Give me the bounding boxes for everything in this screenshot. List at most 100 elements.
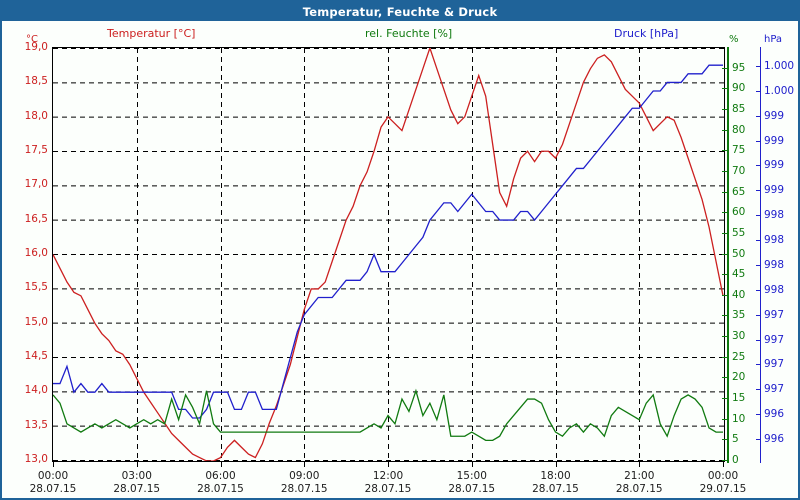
y-axis-right2-unit: hPa: [764, 34, 783, 45]
y-axis-right1-tick: [722, 170, 727, 172]
humidity-axis-line: [727, 47, 729, 463]
x-axis-tick-time: 09:00: [289, 470, 320, 482]
x-axis-tick-label: 00:00 29.07.15: [691, 470, 755, 496]
x-axis-tick-time: 03:00: [121, 470, 152, 482]
y-axis-right2-tick: [756, 66, 761, 67]
y-axis-right1-tick-label: 60: [732, 206, 746, 219]
y-axis-right1-tick: [722, 398, 727, 400]
y-axis-left-tick-label: 16,5: [24, 212, 48, 225]
x-axis-tick-label: 12:00 28.07.15: [356, 470, 420, 496]
y-axis-right2-tick: [756, 264, 761, 266]
y-axis-right1-tick: [722, 212, 727, 214]
y-axis-right1-tick: [722, 88, 727, 90]
y-axis-right1-tick-label: 40: [732, 288, 746, 301]
y-axis-right1-tick: [722, 377, 727, 379]
legend-item-humidity: rel. Feuchte [%]: [365, 27, 452, 40]
y-axis-right1-tick: [722, 67, 727, 69]
x-axis-tick-label: 15:00 28.07.15: [440, 470, 504, 496]
x-axis-tick-time: 00:00: [707, 470, 739, 482]
legend-label-humidity: rel. Feuchte [%]: [365, 27, 453, 40]
x-axis-tick-time: 21:00: [624, 470, 655, 482]
y-axis-right2-tick: [756, 115, 761, 117]
plot-area: [52, 47, 725, 462]
y-axis-right1-tick-label: 70: [732, 164, 746, 177]
x-axis-tick: [304, 462, 306, 467]
y-axis-right2-tick: [756, 190, 761, 192]
y-axis-right2-tick: [756, 289, 761, 291]
y-axis-right1-tick-label: 45: [732, 268, 746, 281]
series-line-pressure: [53, 64, 723, 419]
x-axis-tick-label: 21:00 28.07.15: [607, 470, 671, 496]
y-axis-right2-tick: [756, 389, 761, 391]
y-axis-right2-tick-label: 1.000: [764, 60, 795, 72]
legend-item-pressure: Druck [hPa]: [614, 27, 678, 40]
y-axis-right2-tick: [756, 339, 761, 341]
x-axis-tick-label: 03:00 28.07.15: [105, 470, 169, 496]
y-axis-left-tick-label: 19,0: [24, 41, 48, 53]
x-axis-tick-date: 28.07.15: [615, 483, 663, 495]
plot-svg: [53, 48, 724, 461]
y-axis-right1-tick-label: 95: [732, 61, 746, 74]
x-axis-tick-date: 28.07.15: [29, 483, 77, 495]
y-axis-right2-tick-label: 997: [764, 383, 785, 396]
y-axis-right2-tick-label: 996: [764, 408, 785, 421]
y-axis-left-tick-label: 15,0: [24, 315, 48, 328]
y-axis-right1-tick-label: 55: [732, 226, 746, 239]
y-axis-right1-tick-label: 0: [732, 454, 739, 466]
y-axis-right1-tick: [722, 294, 727, 296]
y-axis-right2-tick-label: 998: [764, 258, 785, 271]
y-axis-right1-tick: [722, 418, 727, 420]
y-axis-right1-tick-label: 75: [732, 144, 746, 157]
y-axis-right1-tick-label: 20: [732, 371, 746, 384]
y-axis-right2-tick-label: 998: [764, 209, 785, 222]
y-axis-right1-tick: [722, 274, 727, 276]
y-axis-right2-tick: [756, 414, 761, 416]
y-axis-right2-tick: [756, 240, 761, 242]
series-line-humidity: [53, 388, 723, 442]
y-axis-right2-tick-label: 998: [764, 283, 785, 296]
x-axis-tick-time: 18:00: [540, 470, 571, 482]
y-axis-left-tick-label: 13,0: [24, 453, 48, 465]
legend-label-temperature: Temperatur [°C]: [107, 27, 196, 40]
y-axis-right1-tick: [722, 232, 727, 234]
y-axis-right2-tick-label: 999: [764, 159, 785, 172]
y-axis-right2-tick: [756, 90, 761, 92]
x-axis-tick-label: 09:00 28.07.15: [272, 470, 336, 496]
y-axis-right1-unit: %: [729, 34, 739, 45]
x-axis-tick-date: 28.07.15: [364, 483, 412, 495]
y-axis-left-tick-label: 16,0: [24, 247, 48, 259]
y-axis-left-unit: °C: [26, 34, 38, 45]
y-axis-right2-tick-label: 999: [764, 134, 785, 147]
x-axis-tick-date: 28.07.15: [448, 483, 496, 495]
y-axis-right2-tick-label: 997: [764, 308, 785, 321]
y-axis-left-tick-label: 14,5: [24, 350, 48, 362]
y-axis-right1-tick-label: 15: [732, 392, 746, 405]
window-title-bar: Temperatur, Feuchte & Druck: [2, 2, 798, 21]
chart-canvas: Temperatur [°C] rel. Feuchte [%] Druck […: [2, 21, 798, 498]
y-axis-left-tick-label: 18,0: [24, 109, 48, 122]
y-axis-right1-tick: [722, 315, 727, 317]
y-axis-right2-tick: [756, 140, 761, 142]
y-axis-right1-tick-label: 5: [732, 433, 739, 446]
x-axis-tick: [471, 462, 473, 467]
x-axis-tick-date: 28.07.15: [113, 483, 161, 495]
x-axis-tick-date: 28.07.15: [280, 483, 328, 495]
y-axis-left-tick-label: 17,0: [24, 178, 48, 191]
y-axis-right2-tick: [756, 314, 761, 316]
y-axis-right2-tick: [756, 165, 761, 167]
x-axis-tick: [53, 462, 54, 467]
pressure-axis-line: [760, 47, 761, 463]
y-axis-right1-tick: [722, 191, 727, 193]
x-axis-tick-time: 06:00: [205, 470, 236, 482]
y-axis-left-tick-label: 17,5: [24, 144, 48, 156]
y-axis-right1-tick: [722, 356, 727, 358]
y-axis-right1-tick: [722, 336, 727, 338]
y-axis-right2-tick-label: 1.000: [764, 84, 795, 97]
page-title: Temperatur, Feuchte & Druck: [302, 4, 498, 19]
y-axis-right2-tick-label: 998: [764, 234, 785, 247]
y-axis-right2-tick: [756, 364, 761, 366]
y-axis-right1-tick: [722, 129, 727, 131]
x-axis-tick-time: 00:00: [37, 470, 69, 482]
legend-label-pressure: Druck [hPa]: [614, 27, 679, 40]
